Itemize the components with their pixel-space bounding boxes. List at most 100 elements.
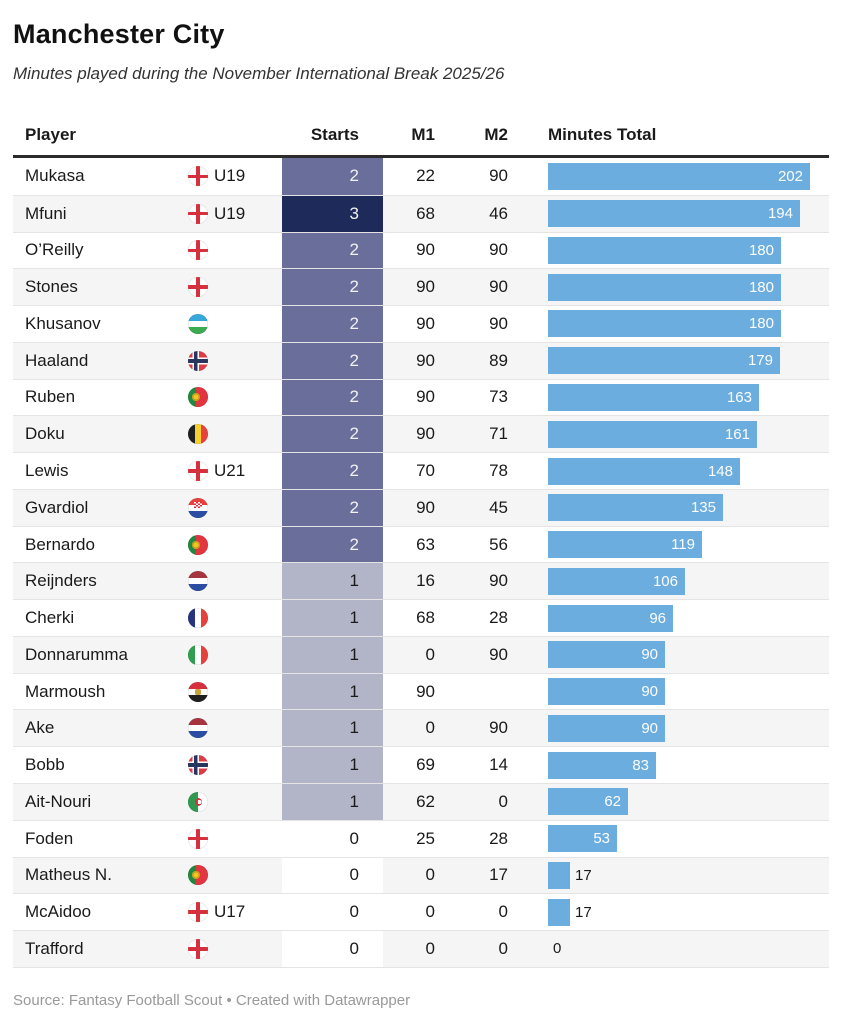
player-cell: Marmoush	[13, 681, 282, 702]
m2-cell: 90	[489, 277, 508, 297]
italy-flag-icon	[188, 644, 208, 665]
england-flag-icon	[188, 166, 208, 187]
minutes-total-cell: 53	[548, 821, 829, 857]
m1-cell: 90	[416, 313, 435, 333]
minutes-total-bar	[548, 898, 570, 926]
player-name: Bernardo	[25, 534, 95, 554]
table-row: Khusanov 2 90 90 180	[13, 305, 829, 342]
minutes-total-bar: 119	[548, 531, 702, 559]
starts-cell: 2	[282, 379, 383, 416]
starts-cell: 2	[282, 526, 383, 563]
col-player: Player	[25, 125, 77, 144]
m2-cell: 45	[489, 497, 508, 517]
minutes-total-cell: 83	[548, 747, 829, 783]
minutes-total-cell: 90	[548, 674, 829, 710]
player-name: Haaland	[25, 350, 89, 370]
m2-cell: 0	[498, 938, 508, 958]
belgium-flag-icon	[188, 424, 208, 445]
minutes-total-label: 96	[649, 609, 666, 627]
youth-level-label: U19	[214, 166, 246, 186]
table-row: Ruben 2 90 73 163	[13, 378, 829, 416]
table-row: Cherki 1 68 28 96	[13, 599, 829, 636]
player-cell: Trafford	[13, 938, 282, 959]
minutes-total-label: 179	[747, 352, 773, 370]
player-cell: Cherki	[13, 608, 282, 629]
m1-cell: 62	[416, 791, 435, 811]
m1-cell: 0	[425, 938, 435, 958]
table-row: Ake 1 0 90 90	[13, 709, 829, 747]
minutes-total-label: 202	[777, 167, 803, 185]
player-cell: Gvardiol	[13, 497, 282, 518]
youth-level-label: U19	[214, 203, 246, 223]
england-flag-icon	[188, 203, 208, 224]
minutes-total-cell: 119	[548, 527, 829, 563]
minutes-total-cell: 17	[548, 894, 829, 930]
m2-cell: 0	[498, 791, 508, 811]
minutes-total-cell: 62	[548, 784, 829, 820]
minutes-total-label: 135	[690, 499, 716, 517]
player-cell: Ake	[13, 718, 282, 739]
starts-cell: 1	[282, 784, 383, 820]
table-row: Mukasa U19 2 22 90 202	[13, 158, 829, 195]
france-flag-icon	[188, 608, 208, 629]
minutes-total-bar: 106	[548, 567, 685, 595]
m2-cell: 90	[489, 571, 508, 591]
starts-cell: 1	[282, 673, 383, 710]
player-name: Doku	[25, 424, 65, 444]
youth-level-label: U21	[214, 461, 246, 480]
player-cell: Stones	[13, 277, 282, 298]
starts-cell: 2	[282, 269, 383, 306]
minutes-total-cell: 161	[548, 416, 829, 452]
table-row: Marmoush 1 90 90	[13, 672, 829, 710]
player-name: Marmoush	[25, 681, 106, 701]
m1-cell: 90	[416, 277, 435, 297]
minutes-total-bar: 90	[548, 714, 665, 742]
starts-cell: 0	[282, 931, 383, 967]
minutes-total-bar: 135	[548, 494, 723, 522]
starts-cell: 2	[282, 342, 383, 379]
table-header: Player Starts M1 M2 Minutes Total	[13, 115, 829, 158]
m1-cell: 90	[416, 497, 435, 517]
minutes-total-label: 163	[726, 388, 752, 406]
table-row: Reijnders 1 16 90 106	[13, 562, 829, 600]
player-name: Foden	[25, 828, 74, 848]
starts-cell: 1	[282, 636, 383, 673]
player-name: Stones	[25, 277, 78, 297]
player-name: Donnarumma	[25, 644, 128, 664]
algeria-flag-icon	[188, 791, 208, 812]
starts-cell: 1	[282, 710, 383, 747]
table-row: Gvardiol 2 90 45 135	[13, 488, 829, 526]
player-cell: Khusanov	[13, 313, 282, 334]
minutes-total-bar: 96	[548, 604, 673, 632]
minutes-total-bar: 179	[548, 347, 780, 375]
starts-cell: 2	[282, 232, 383, 269]
minutes-total-bar: 83	[548, 751, 656, 779]
starts-cell: 1	[282, 563, 383, 600]
minutes-total-cell: 90	[548, 710, 829, 746]
minutes-total-label: 161	[724, 425, 750, 443]
player-cell: Foden	[13, 828, 282, 849]
m1-cell: 90	[416, 387, 435, 407]
m2-cell: 28	[489, 828, 508, 848]
player-name: Khusanov	[25, 313, 101, 333]
minutes-total-cell: 163	[548, 380, 829, 416]
m1-cell: 90	[416, 240, 435, 260]
minutes-total-cell: 90	[548, 637, 829, 673]
starts-cell: 0	[282, 820, 383, 857]
player-name: Bobb	[25, 755, 65, 775]
player-cell: Donnarumma	[13, 644, 282, 665]
table-row: Ait-Nouri 1 62 0 62	[13, 783, 829, 820]
player-name: Ake	[25, 718, 55, 738]
player-name: Matheus N.	[25, 865, 112, 885]
england-flag-icon	[188, 938, 208, 959]
player-name: McAidoo	[25, 902, 92, 922]
minutes-total-label-outside: 17	[575, 866, 592, 884]
minutes-total-bar: 180	[548, 273, 781, 301]
player-name: Lewis	[25, 461, 69, 480]
m1-cell: 0	[425, 865, 435, 885]
minutes-total-bar: 194	[548, 200, 800, 228]
minutes-total-bar: 148	[548, 457, 740, 485]
minutes-total-bar: 163	[548, 383, 759, 411]
uzbekistan-flag-icon	[188, 313, 208, 334]
minutes-total-bar: 62	[548, 788, 628, 816]
